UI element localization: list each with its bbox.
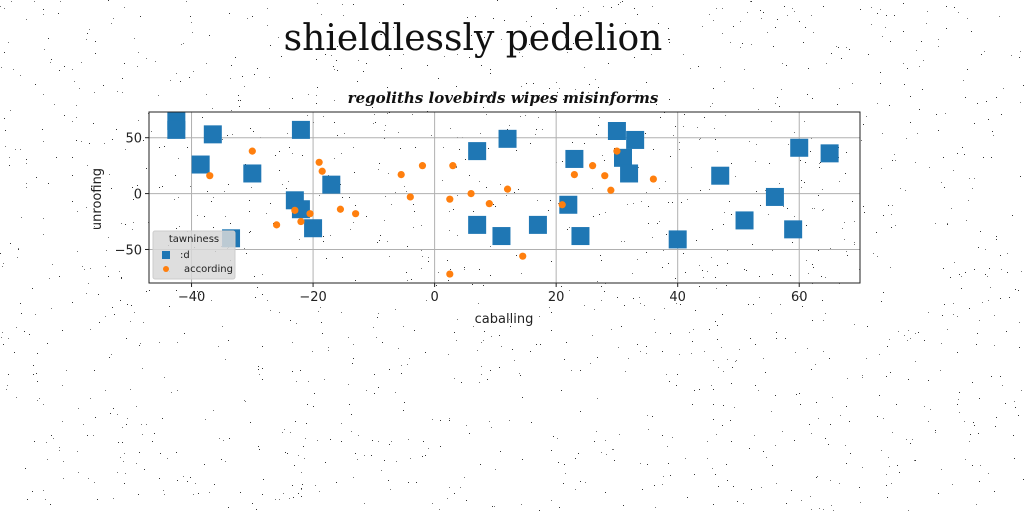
data-point-circle bbox=[503, 185, 512, 193]
legend-marker-square bbox=[162, 251, 170, 259]
data-point-circle bbox=[291, 206, 299, 214]
data-point-square bbox=[711, 166, 730, 185]
x-tick-label: 20 bbox=[548, 290, 565, 305]
legend: tawniness :d according bbox=[152, 230, 236, 280]
legend-label-series-2: according bbox=[184, 264, 233, 275]
data-point-circle bbox=[336, 205, 345, 213]
data-point-square bbox=[468, 215, 487, 234]
data-point-square bbox=[620, 164, 639, 183]
data-point-circle bbox=[607, 186, 615, 194]
data-point-circle bbox=[446, 270, 454, 278]
data-point-circle bbox=[397, 170, 405, 179]
x-tick-label: 40 bbox=[669, 290, 686, 305]
x-tick-label: 0 bbox=[430, 290, 438, 305]
data-point-circle bbox=[519, 252, 527, 260]
data-point-square bbox=[203, 125, 222, 144]
chart-title: regoliths lovebirds wipes misinforms bbox=[348, 89, 659, 107]
data-point-square bbox=[626, 130, 645, 149]
data-point-circle bbox=[306, 210, 314, 218]
data-point-square bbox=[322, 175, 341, 194]
y-axis-label: unroofing bbox=[90, 168, 105, 230]
data-point-circle bbox=[449, 162, 457, 170]
x-axis-label: caballing bbox=[475, 312, 534, 327]
x-tick-label: −40 bbox=[178, 290, 205, 305]
data-point-circle bbox=[467, 189, 475, 198]
data-point-square bbox=[498, 129, 517, 148]
legend-title: tawniness bbox=[169, 234, 219, 245]
data-point-square bbox=[790, 138, 809, 157]
x-tick-label: −20 bbox=[299, 290, 326, 305]
data-point-circle bbox=[601, 172, 609, 180]
data-point-circle bbox=[485, 200, 493, 208]
grid-lines bbox=[149, 112, 860, 283]
data-point-square bbox=[468, 142, 487, 161]
y-axis-ticks: −50 0 50 bbox=[115, 132, 149, 258]
data-point-square bbox=[167, 120, 186, 139]
data-point-square bbox=[765, 187, 784, 206]
data-point-circle bbox=[318, 167, 326, 175]
data-point-square bbox=[243, 164, 262, 183]
data-point-circle bbox=[446, 195, 454, 203]
data-point-circle bbox=[206, 172, 214, 180]
data-point-circle bbox=[315, 158, 323, 166]
data-point-square bbox=[304, 219, 323, 238]
y-tick-label: 50 bbox=[125, 132, 142, 147]
data-point-circle bbox=[406, 193, 414, 201]
data-point-square bbox=[559, 195, 578, 214]
data-point-circle bbox=[649, 175, 657, 183]
data-point-square bbox=[607, 122, 626, 140]
data-point-circle bbox=[273, 221, 281, 229]
data-point-square bbox=[820, 144, 839, 163]
legend-marker-circle bbox=[163, 266, 169, 272]
plot-frame bbox=[148, 111, 861, 284]
data-point-square bbox=[291, 200, 310, 219]
y-tick-label: 0 bbox=[134, 188, 142, 203]
legend-label-series-1: :d bbox=[180, 250, 190, 261]
data-point-square bbox=[784, 220, 803, 239]
figure-title: shieldlessly pedelion bbox=[283, 18, 663, 59]
data-point-square bbox=[191, 155, 210, 174]
x-axis-ticks: −40 −20 0 20 40 60 bbox=[178, 283, 808, 305]
data-point-square bbox=[291, 120, 310, 139]
data-point-square bbox=[492, 227, 511, 246]
data-points bbox=[167, 111, 839, 278]
legend-box bbox=[152, 230, 236, 280]
data-point-square bbox=[565, 149, 584, 168]
data-point-square bbox=[528, 215, 547, 234]
data-point-circle bbox=[613, 147, 621, 155]
y-tick-label: −50 bbox=[115, 243, 142, 258]
data-point-square bbox=[668, 230, 687, 249]
data-point-circle bbox=[418, 162, 427, 170]
data-point-square bbox=[571, 227, 590, 246]
data-point-circle bbox=[570, 170, 578, 179]
data-point-circle bbox=[589, 162, 597, 170]
data-point-square bbox=[735, 211, 754, 230]
x-tick-label: 60 bbox=[791, 290, 808, 305]
data-point-circle bbox=[248, 147, 256, 155]
data-point-circle bbox=[352, 210, 360, 218]
data-point-circle bbox=[297, 217, 305, 226]
data-point-circle bbox=[558, 201, 566, 209]
